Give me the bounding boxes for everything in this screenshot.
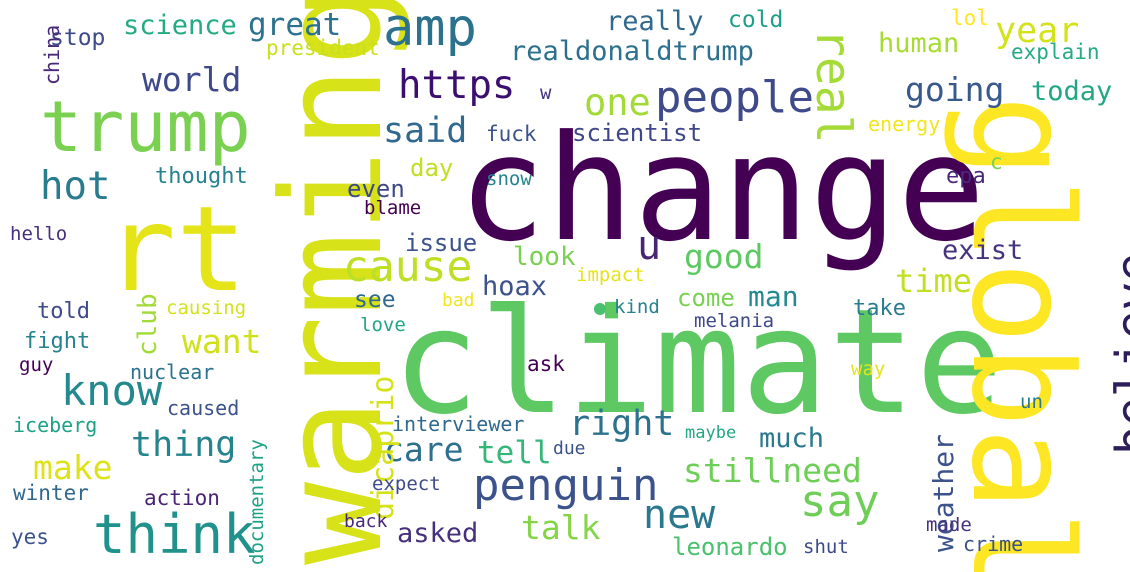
dot-mark bbox=[594, 303, 606, 315]
word-climate: climate bbox=[392, 278, 1004, 447]
word-year: year bbox=[995, 11, 1080, 51]
word-believe: believe bbox=[1106, 252, 1130, 455]
word-cause: cause bbox=[343, 242, 473, 292]
word-much: much bbox=[759, 423, 825, 454]
word-really: really bbox=[606, 6, 704, 37]
word-told: told bbox=[37, 299, 90, 324]
word-kind: kind bbox=[614, 296, 660, 318]
word-ask: ask bbox=[527, 352, 565, 376]
word-look: look bbox=[513, 242, 576, 272]
word-https: https bbox=[398, 63, 516, 108]
word-energy: energy bbox=[868, 112, 941, 136]
word-care: care bbox=[384, 430, 464, 469]
word-change: change bbox=[458, 104, 986, 274]
word-exist: exist bbox=[942, 235, 1024, 266]
word-time: time bbox=[895, 262, 973, 300]
word-snow: snow bbox=[486, 168, 532, 190]
word-people: people bbox=[655, 72, 814, 123]
word-talk: talk bbox=[521, 508, 601, 547]
word-dicaprio: dicaprio bbox=[366, 375, 401, 521]
word-nuclear: nuclear bbox=[130, 360, 215, 384]
word-said: said bbox=[383, 111, 468, 151]
word-china: china bbox=[40, 24, 64, 85]
word-take: take bbox=[853, 296, 906, 321]
word-issue: issue bbox=[405, 229, 478, 257]
word-explain: explain bbox=[1011, 40, 1100, 64]
word-lol: lol bbox=[951, 6, 989, 30]
word-president: president bbox=[266, 36, 380, 60]
word-c: c bbox=[990, 150, 1003, 174]
word-guy: guy bbox=[19, 354, 54, 376]
word-iceberg: iceberg bbox=[13, 413, 98, 437]
word-make: make bbox=[33, 448, 113, 487]
word-club: club bbox=[133, 293, 163, 356]
word-w: w bbox=[540, 82, 552, 104]
word-hot: hot bbox=[40, 164, 111, 209]
word-u: u bbox=[637, 223, 662, 269]
word-one: one bbox=[584, 81, 651, 124]
word-way: way bbox=[851, 358, 886, 380]
word-real: real bbox=[805, 28, 861, 144]
word-caused: caused bbox=[167, 396, 240, 420]
word-think: think bbox=[93, 503, 256, 566]
word-interviewer: interviewer bbox=[392, 412, 525, 436]
word-see: see bbox=[354, 287, 396, 313]
word-hello: hello bbox=[10, 223, 68, 245]
word-good: good bbox=[684, 237, 764, 276]
word-stillneed: stillneed bbox=[683, 451, 862, 490]
word-winter: winter bbox=[13, 481, 89, 505]
word-world: world bbox=[142, 60, 242, 99]
word-realdonaldtrump: realdonaldtrump bbox=[510, 36, 754, 67]
word-bad: bad bbox=[442, 290, 475, 311]
word-impact: impact bbox=[576, 264, 645, 286]
word-rt: rt bbox=[105, 180, 248, 318]
word-action: action bbox=[144, 486, 220, 510]
word-going: going bbox=[905, 70, 1005, 109]
word-today: today bbox=[1031, 76, 1113, 107]
word-cold: cold bbox=[728, 7, 784, 33]
word-causing: causing bbox=[166, 297, 247, 319]
word-epa: epa bbox=[946, 164, 986, 189]
word-blame: blame bbox=[364, 197, 422, 219]
word-shut: shut bbox=[803, 536, 849, 558]
word-back: back bbox=[344, 511, 388, 532]
word-thought: thought bbox=[155, 164, 248, 189]
word-fuck: fuck bbox=[486, 122, 537, 146]
word-penguin: penguin bbox=[473, 460, 659, 511]
word-documentary: documentary bbox=[246, 439, 268, 565]
word-new: new bbox=[643, 492, 716, 538]
word-stop: stop bbox=[50, 25, 106, 51]
word-leonardo: leonardo bbox=[672, 533, 788, 561]
word-love: love bbox=[360, 314, 406, 336]
word-amp: amp bbox=[383, 0, 477, 58]
word-want: want bbox=[182, 322, 262, 361]
word-day: day bbox=[410, 154, 454, 182]
word-fight: fight bbox=[24, 329, 91, 354]
word-maybe: maybe bbox=[685, 423, 737, 443]
word-trump: trump bbox=[40, 86, 251, 168]
word-know: know bbox=[61, 366, 163, 415]
word-yes: yes bbox=[11, 525, 49, 549]
word-tell: tell bbox=[477, 435, 552, 471]
word-asked: asked bbox=[397, 518, 479, 549]
word-crime: crime bbox=[963, 532, 1024, 556]
word-made: made bbox=[926, 514, 972, 536]
word-even: even bbox=[347, 175, 405, 203]
word-human: human bbox=[878, 28, 960, 59]
word-man: man bbox=[748, 280, 799, 313]
word-come: come bbox=[677, 284, 735, 312]
word-un: un bbox=[1020, 391, 1043, 413]
word-scientist: scientist bbox=[572, 119, 703, 147]
word-due: due bbox=[553, 438, 586, 459]
word-thing: thing bbox=[131, 425, 237, 465]
word-science: science bbox=[123, 10, 237, 41]
word-melania: melania bbox=[694, 310, 775, 332]
word-hoax: hoax bbox=[482, 271, 548, 302]
word-expect: expect bbox=[372, 473, 441, 495]
word-great: great bbox=[248, 7, 342, 43]
word-say: say bbox=[800, 476, 880, 527]
word-right: right bbox=[569, 404, 675, 444]
